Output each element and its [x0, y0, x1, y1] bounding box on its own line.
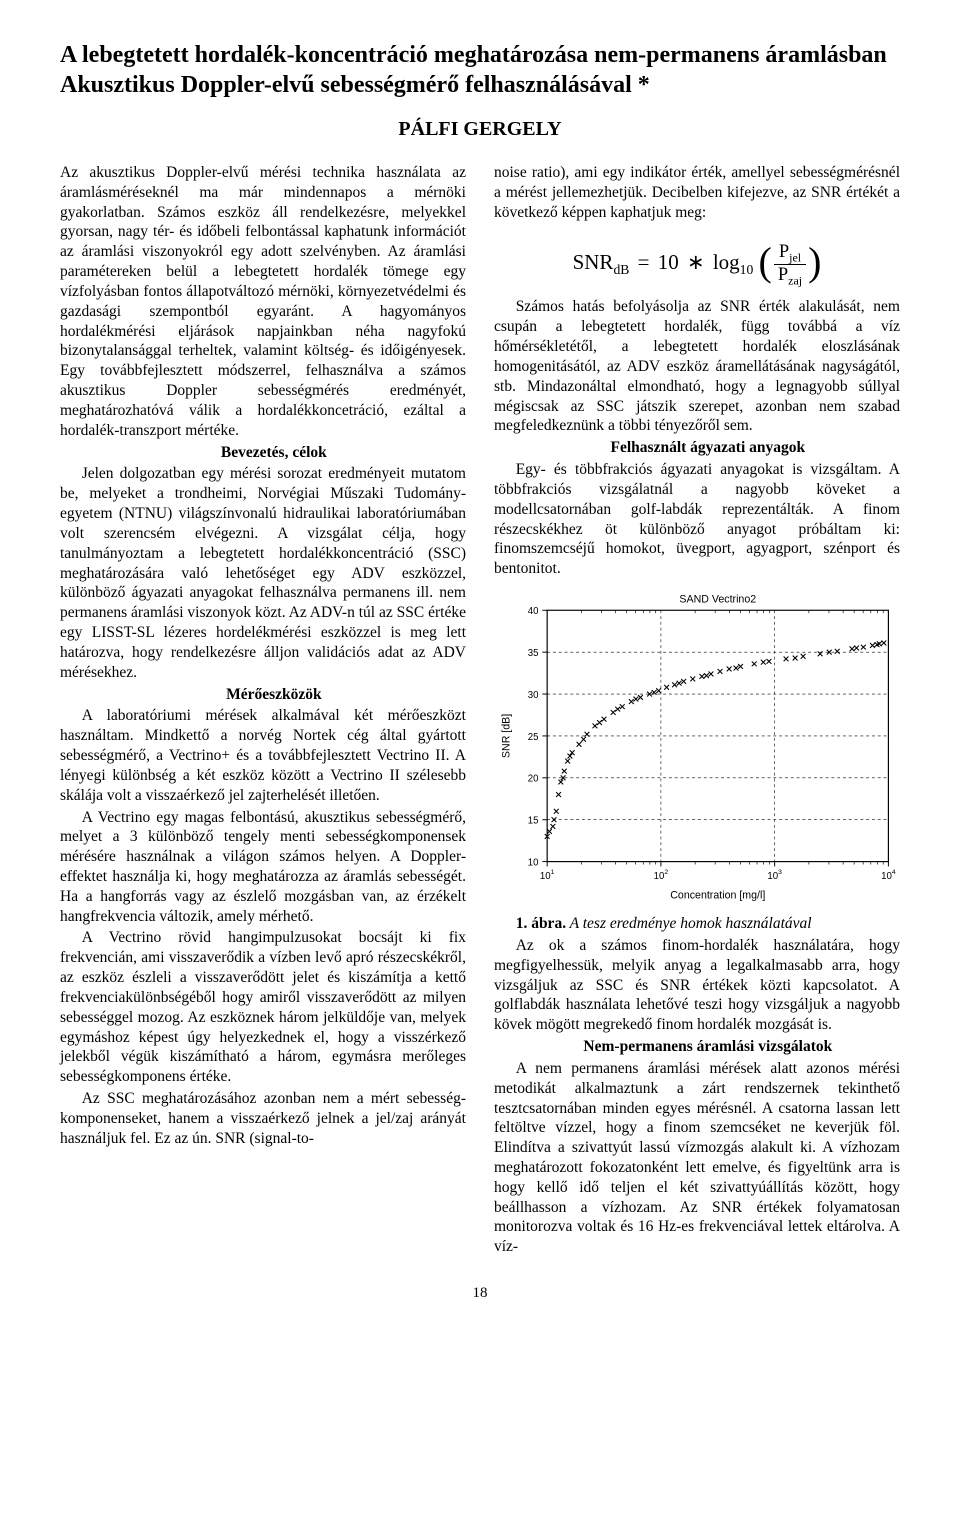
svg-text:15: 15: [528, 816, 539, 827]
sec1-body: Jelen dolgozatban egy mérési sorozat ere…: [60, 464, 466, 682]
formula-den-sub: zaj: [788, 274, 802, 288]
svg-text:10: 10: [528, 858, 539, 869]
svg-text:25: 25: [528, 732, 539, 743]
sec2-p4: Az SSC meghatározásához azonban nem a mé…: [60, 1089, 466, 1148]
svg-text:SAND Vectrino2: SAND Vectrino2: [679, 594, 756, 606]
section-head-materials: Felhasznált ágyazati anyagok: [494, 438, 900, 458]
sec2-p3: A Vectrino rövid hangimpulzusokat bocsáj…: [60, 928, 466, 1087]
svg-text:40: 40: [528, 606, 539, 617]
left-column: Az akusztikus Doppler-elvű mérési techni…: [60, 163, 466, 1259]
formula-log: log: [713, 250, 740, 274]
formula-eq: =: [635, 250, 653, 274]
sec2-p2: A Vectrino egy magas felbontású, akuszti…: [60, 808, 466, 927]
p-after-formula: Számos hatás befolyásolja az SNR érték a…: [494, 297, 900, 436]
figure-1-title: A tesz eredménye homok használatával: [566, 915, 812, 932]
svg-text:30: 30: [528, 690, 539, 701]
formula-num-sub: jel: [789, 251, 801, 265]
figure-1-chart: 10152025303540101102103104Concentration …: [494, 589, 900, 908]
intro-paragraph: Az akusztikus Doppler-elvű mérési techni…: [60, 163, 466, 441]
figure-1-body: Az ok a számos finom-hordalék használatá…: [494, 936, 900, 1035]
figure-1-number: 1. ábra.: [516, 915, 566, 932]
lparen-icon: (: [759, 239, 772, 284]
sec2-p1: A laboratóriumi mérések alkalmával két m…: [60, 706, 466, 805]
right-column: noise ratio), ami egy indikátor érték, a…: [494, 163, 900, 1259]
paper-author: PÁLFI GERGELY: [60, 118, 900, 141]
formula-star: ∗: [684, 250, 708, 274]
formula-ten: 10: [658, 250, 679, 274]
formula-lhs-var: SNR: [573, 250, 614, 274]
formula-log-sub: 10: [740, 263, 754, 278]
rparen-icon: ): [808, 239, 821, 284]
paper-title: A lebegtetett hordalék-koncentráció megh…: [60, 40, 900, 100]
svg-text:35: 35: [528, 648, 539, 659]
section-head-intro: Bevezetés, célok: [60, 443, 466, 463]
formula-lhs-sub: dB: [613, 263, 629, 278]
two-column-layout: Az akusztikus Doppler-elvű mérési techni…: [60, 163, 900, 1259]
formula-fraction: Pjel Pzaj: [772, 242, 808, 288]
figure-1: 10152025303540101102103104Concentration …: [494, 589, 900, 908]
section-head-nonperm: Nem-permanens áramlási vizsgálatok: [494, 1037, 900, 1057]
svg-text:20: 20: [528, 774, 539, 785]
section-head-instruments: Mérőeszközök: [60, 685, 466, 705]
formula-den-var: P: [778, 264, 788, 284]
svg-text:SNR [dB]: SNR [dB]: [500, 714, 512, 758]
formula-num-var: P: [779, 241, 789, 261]
sec3-body: Egy- és többfrakciós ágyazati anyagokat …: [494, 460, 900, 579]
svg-text:Concentration [mg/l]: Concentration [mg/l]: [670, 889, 765, 901]
right-cont-paragraph: noise ratio), ami egy indikátor érték, a…: [494, 163, 900, 222]
figure-1-caption: 1. ábra. A tesz eredménye homok használa…: [494, 914, 900, 934]
page-number: 18: [60, 1285, 900, 1302]
snr-formula: SNRdB = 10 ∗ log10 ( Pjel Pzaj ): [494, 230, 900, 287]
paper-page: A lebegtetett hordalék-koncentráció megh…: [0, 0, 960, 1332]
sec4-body: A nem permanens áramlási mérések alatt a…: [494, 1059, 900, 1257]
